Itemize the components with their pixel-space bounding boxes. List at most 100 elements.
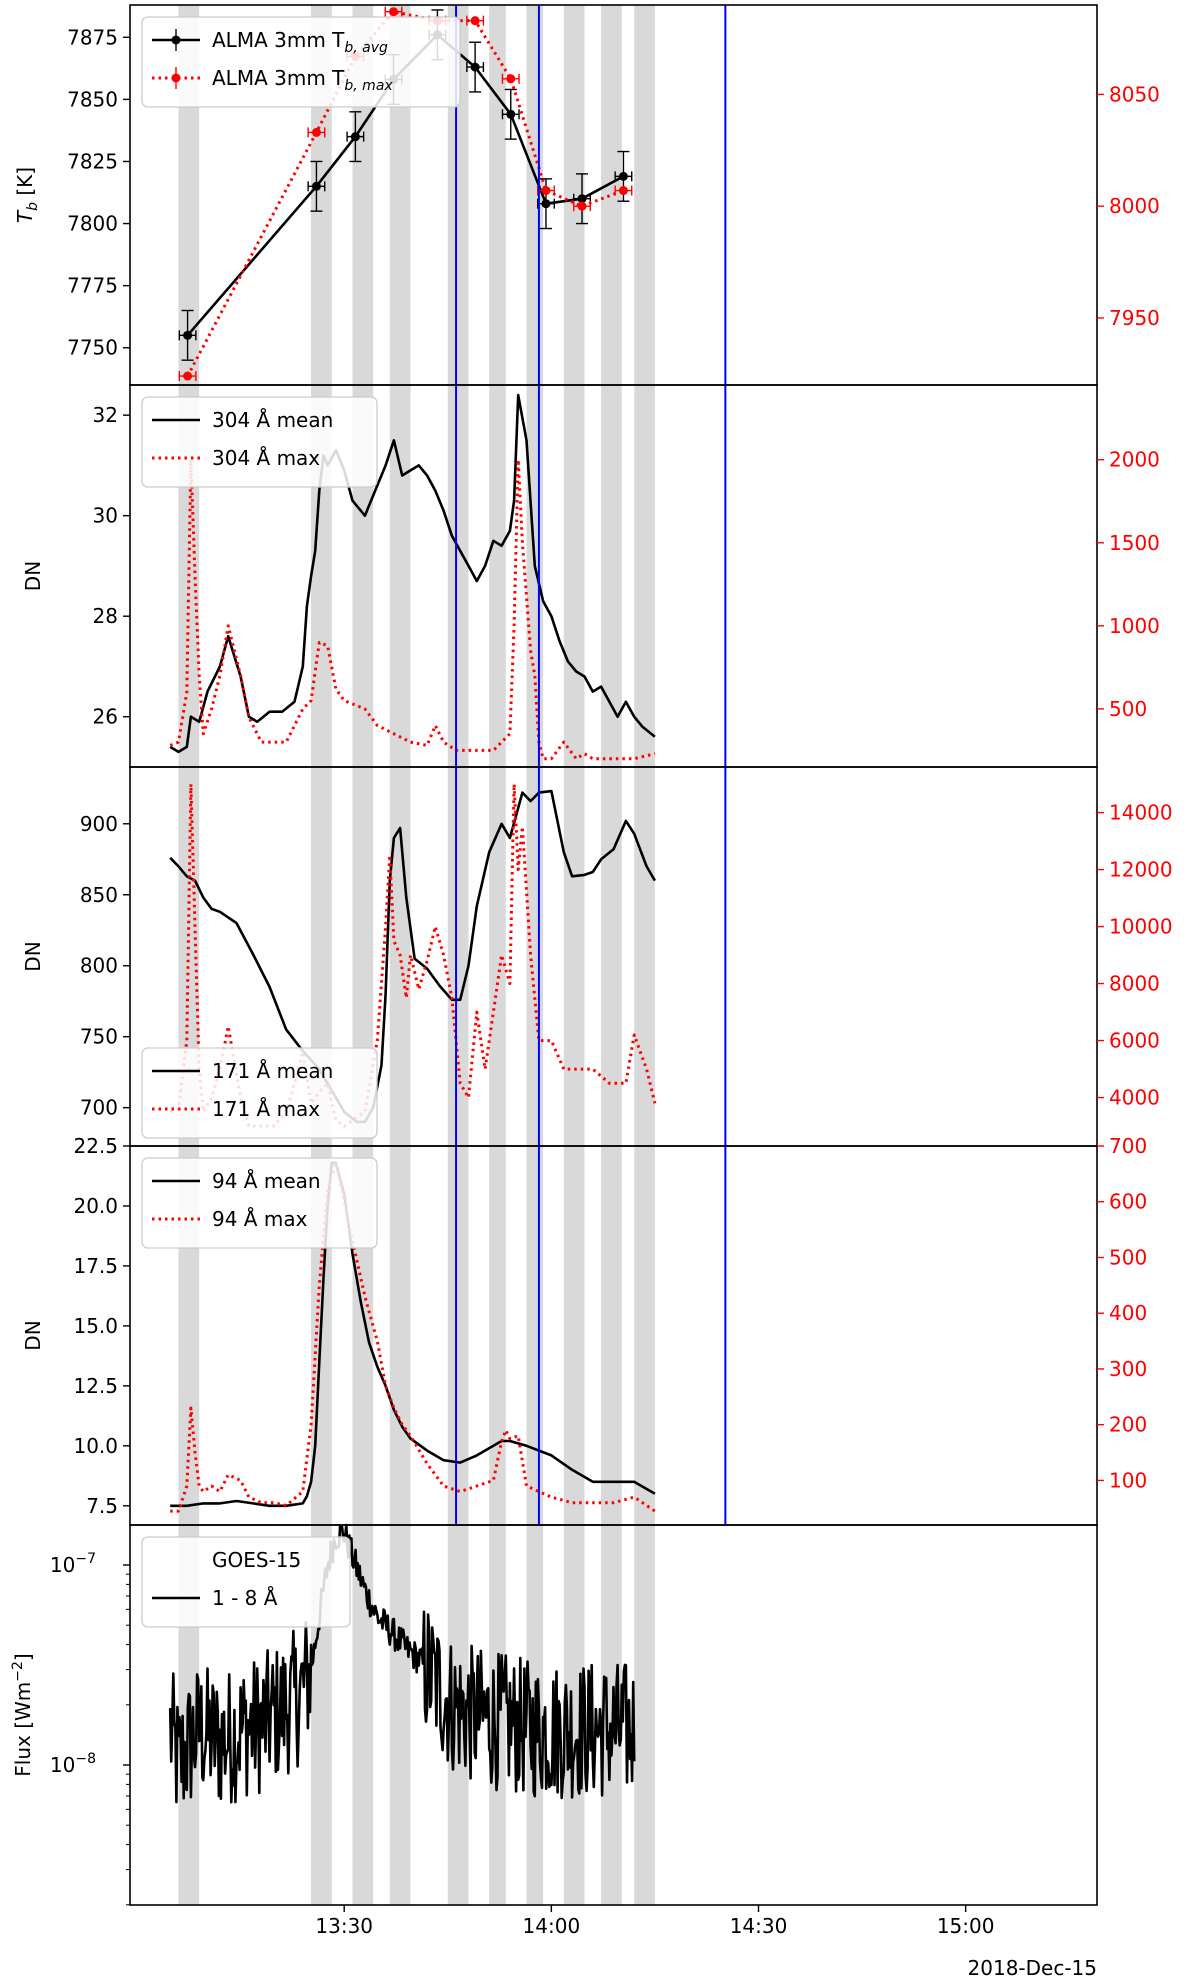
legend-label: 171 Å mean	[212, 1059, 333, 1083]
legend-box	[141, 16, 461, 108]
data-point	[470, 62, 480, 72]
data-point	[577, 201, 587, 211]
y-right-tick-label: 4000	[1109, 1086, 1160, 1110]
legend-GOES: GOES-15 1 - 8 Å	[141, 1536, 351, 1628]
axis-label: Tb [K]	[13, 167, 41, 223]
legend-box	[141, 1536, 351, 1628]
panel-GOES	[168, 1523, 636, 1804]
panel-frame	[129, 1524, 1098, 1906]
legend-304: 304 Å mean 304 Å max	[141, 396, 378, 488]
gray-band	[352, 5, 374, 1905]
series-line-max	[170, 1161, 656, 1513]
data-point	[506, 74, 516, 84]
y-tick-label: 7.5	[86, 1494, 118, 1518]
y-right-tick-label: 700	[1109, 1134, 1147, 1158]
data-point	[577, 194, 587, 204]
data-point	[311, 181, 321, 191]
axis-label: DN	[21, 941, 45, 971]
y-tick-label: 30	[93, 504, 118, 528]
y-right-tick-label: 400	[1109, 1301, 1147, 1325]
axes-layer: 7750 7775 7800 7825 7850 7875 7950 8000 8050 Tb […	[10, 4, 1173, 1938]
gray-band	[634, 5, 655, 1905]
axis-label: DN	[21, 1320, 45, 1350]
y-tick-label: 26	[93, 705, 118, 729]
y-tick-label: 7875	[67, 25, 118, 49]
y-right-tick-label: 200	[1109, 1413, 1147, 1437]
gray-band	[601, 5, 622, 1905]
y-tick-label: 800	[80, 954, 118, 978]
y-tick-label: 7750	[67, 336, 118, 360]
data-point	[311, 127, 321, 137]
y-tick-label: 700	[80, 1096, 118, 1120]
blue-vertical-lines	[455, 5, 727, 1525]
y-tick-label: 900	[80, 812, 118, 836]
series-line-max	[169, 458, 656, 761]
data-point	[183, 330, 193, 340]
legend-label: 94 Å max	[212, 1207, 308, 1231]
y-tick-label: 7775	[67, 274, 118, 298]
y-tick-label: 32	[93, 403, 118, 427]
x-tick-label: 15:00	[937, 1914, 995, 1938]
legend-label: 304 Å mean	[212, 408, 333, 432]
legend-label: GOES-15	[212, 1548, 301, 1572]
y-right-tick-label: 2000	[1109, 448, 1160, 472]
y-right-tick-label: 8050	[1109, 82, 1160, 106]
panel-304	[169, 393, 656, 761]
y-tick-label: 7850	[67, 87, 118, 111]
data-point	[506, 109, 516, 119]
legend-171: 171 Å mean 171 Å max	[141, 1047, 378, 1139]
legend-label: 94 Å mean	[212, 1169, 321, 1193]
y-tick-label: 20.0	[73, 1194, 118, 1218]
y-right-tick-label: 6000	[1109, 1029, 1160, 1053]
y-right-tick-label: 500	[1109, 697, 1147, 721]
y-right-tick-label: 500	[1109, 1245, 1147, 1269]
legend-label: 1 - 8 Å	[212, 1586, 278, 1610]
series-line-mean	[169, 789, 657, 1124]
series-line-mean	[169, 393, 656, 754]
y-tick-label: 17.5	[73, 1254, 118, 1278]
data-point	[541, 199, 551, 209]
y-tick-label: 28	[93, 604, 118, 628]
x-tick-label: 14:00	[523, 1914, 581, 1938]
panel-94	[170, 1161, 656, 1513]
y-tick-label: 22.5	[73, 1134, 118, 1158]
y-right-tick-label: 14000	[1109, 801, 1173, 825]
y-tick-label: 7825	[67, 149, 118, 173]
y-right-tick-label: 1500	[1109, 531, 1160, 555]
y-right-tick-label: 12000	[1109, 858, 1173, 882]
legend-94: 94 Å mean 94 Å max	[141, 1157, 378, 1249]
data-point	[618, 186, 628, 196]
legend-label: 304 Å max	[212, 446, 320, 470]
y-tick-label: 7800	[67, 212, 118, 236]
y-tick-label: 10.0	[73, 1434, 118, 1458]
date-label: 2018-Dec-15	[968, 1956, 1097, 1980]
y-right-tick-label: 10000	[1109, 915, 1173, 939]
y-right-tick-label: 1000	[1109, 614, 1160, 638]
y-right-tick-label: 8000	[1109, 194, 1160, 218]
y-right-tick-label: 300	[1109, 1357, 1147, 1381]
y-right-tick-label: 7950	[1109, 306, 1160, 330]
data-point	[389, 7, 399, 17]
series-line-max	[169, 782, 657, 1128]
panel-171	[169, 782, 657, 1128]
gray-band	[563, 5, 585, 1905]
y-tick-label: 850	[80, 883, 118, 907]
gray-band	[447, 5, 469, 1905]
data-point	[618, 171, 628, 181]
gray-band	[526, 5, 544, 1905]
y-right-tick-label: 600	[1109, 1190, 1147, 1214]
legend-label: 171 Å max	[212, 1097, 320, 1121]
data-point	[541, 186, 551, 196]
legend-box	[141, 396, 378, 488]
legend-box	[141, 1047, 378, 1139]
axis-label: DN	[21, 561, 45, 591]
data-point	[350, 132, 360, 142]
series-line-mean	[168, 1523, 636, 1804]
y-right-tick-label: 100	[1109, 1468, 1147, 1492]
y-right-tick-label: 8000	[1109, 972, 1160, 996]
series-line-mean	[170, 1161, 656, 1508]
data-point	[183, 371, 193, 381]
